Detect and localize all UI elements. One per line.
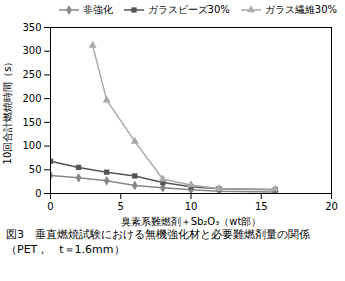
- html-text:非強化: 非強化: [82, 4, 113, 15]
- svg-text:150: 150: [22, 117, 41, 128]
- svg-text:100: 100: [22, 140, 41, 151]
- html-text:ガラスビーズ30%: ガラスビーズ30%: [147, 4, 230, 15]
- svg-text:10: 10: [185, 201, 198, 212]
- html-text:図3 垂直燃焼試験における無機強化材と必要難燃剤量の関係: 図3 垂直燃焼試験における無機強化材と必要難燃剤量の関係: [6, 228, 310, 241]
- svg-text:臭素系難燃剤＋Sb₂O₃（wt部）: 臭素系難燃剤＋Sb₂O₃（wt部）: [121, 216, 262, 227]
- html-text:（PET， t＝1.6mm）: （PET， t＝1.6mm）: [6, 243, 125, 256]
- svg-text:10回合計燃焼時間（s）: 10回合計燃焼時間（s）: [2, 57, 13, 165]
- svg-text:0: 0: [47, 201, 53, 212]
- svg-text:350: 350: [22, 22, 41, 33]
- svg-text:20: 20: [325, 201, 338, 212]
- svg-text:300: 300: [22, 45, 41, 56]
- html-text:ガラス繊維30%: ガラス繊維30%: [264, 4, 337, 15]
- svg-text:50: 50: [29, 164, 42, 175]
- svg-text:15: 15: [255, 201, 268, 212]
- svg-text:200: 200: [22, 93, 41, 104]
- svg-text:5: 5: [118, 201, 124, 212]
- svg-text:0: 0: [35, 188, 41, 199]
- svg-text:250: 250: [22, 69, 41, 80]
